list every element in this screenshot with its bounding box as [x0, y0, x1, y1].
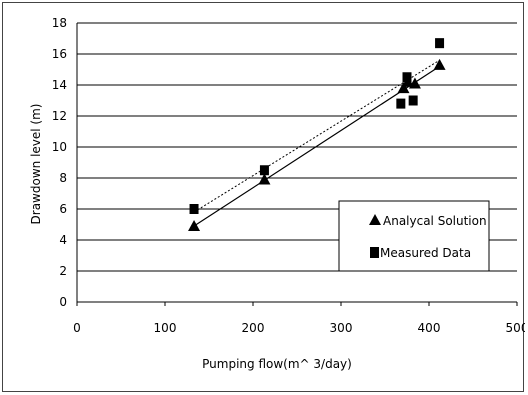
y-tick-label: 16	[52, 47, 67, 61]
x-tick-label: 100	[154, 321, 177, 335]
y-tick-label: 6	[59, 202, 67, 216]
chart-frame: 0 2 4 6 8 10 12 14 16 18 0 100 200 300 400 500 Pumping …	[2, 2, 525, 392]
y-tick-label: 4	[59, 233, 67, 247]
legend-square-marker-icon	[370, 247, 379, 258]
point-measured	[435, 38, 445, 49]
x-tick-label: 0	[73, 321, 81, 335]
data-points-layer	[188, 38, 446, 232]
y-tick-label: 8	[59, 171, 67, 185]
point-measured	[189, 204, 199, 214]
scatter-chart: 0 2 4 6 8 10 12 14 16 18 0 100 200 300 400 500 Pumping …	[29, 16, 525, 371]
y-tick-label: 10	[52, 140, 67, 154]
y-tick-label: 0	[59, 295, 67, 309]
y-tick-label: 14	[52, 78, 67, 92]
y-tick-label: 18	[52, 16, 67, 30]
point-analytical	[408, 77, 421, 89]
point-analytical	[397, 82, 410, 94]
x-axis-title: Pumping flow(m^ 3/day)	[202, 357, 352, 371]
point-measured	[408, 95, 418, 106]
x-tick-label: 500	[506, 321, 525, 335]
point-measured	[396, 98, 406, 109]
legend-label-measured: Measured Data	[380, 246, 471, 260]
x-tick-label: 200	[242, 321, 265, 335]
x-tick-label: 300	[330, 321, 353, 335]
y-axis-title: Drawdown level (m)	[29, 104, 43, 225]
legend-label-analytical: Analycal Solution	[383, 214, 487, 228]
y-tick-label: 2	[59, 264, 67, 278]
legend-box	[338, 200, 490, 272]
x-tick-label: 400	[418, 321, 441, 335]
legend-triangle-marker-icon	[369, 214, 381, 225]
point-analytical	[258, 173, 271, 185]
trendline-measured	[193, 59, 440, 213]
point-measured	[259, 165, 269, 176]
y-tick-label: 12	[52, 109, 67, 123]
point-measured	[402, 72, 412, 83]
point-analytical	[433, 58, 446, 70]
axis-layer: 0 2 4 6 8 10 12 14 16 18 0 100 200 300 400 500	[52, 16, 525, 335]
grid-layer	[77, 22, 517, 272]
legend: Analycal Solution Measured Data	[338, 200, 490, 272]
point-analytical	[188, 220, 201, 232]
